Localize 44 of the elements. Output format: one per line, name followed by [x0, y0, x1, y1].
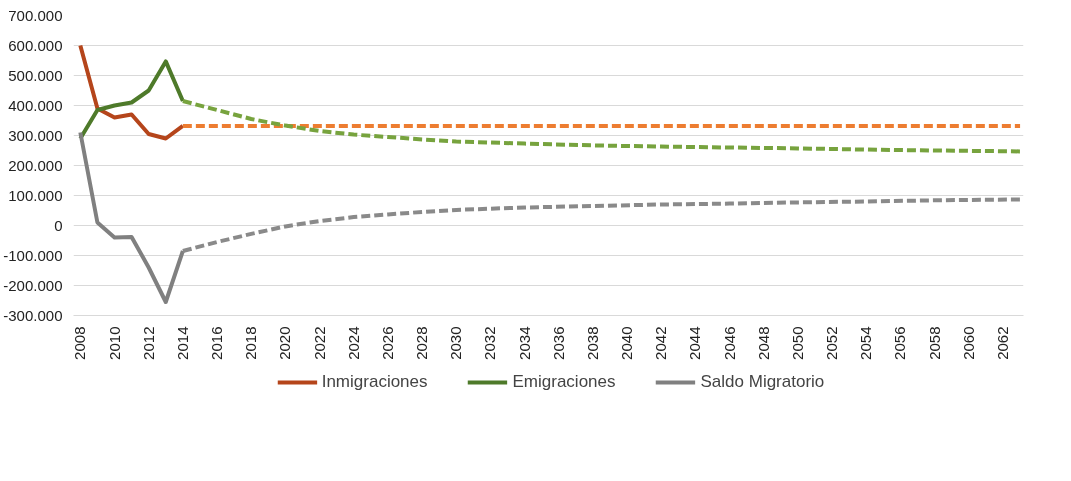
y-tick-label: 200.000 — [8, 156, 63, 174]
x-tick-label: 2038 — [583, 326, 601, 360]
x-tick-label: 2016 — [208, 326, 226, 360]
x-tick-label: 2040 — [618, 326, 636, 360]
x-tick-label: 2050 — [788, 326, 806, 360]
x-tick-label: 2020 — [276, 326, 294, 360]
x-tick-label: 2054 — [857, 326, 875, 360]
line-series — [78, 43, 185, 141]
x-tick-label: 2062 — [994, 326, 1011, 360]
y-tick-label: 100.000 — [8, 186, 63, 204]
x-tick-label: 2030 — [447, 326, 465, 360]
x-tick-label: 2058 — [925, 326, 943, 360]
x-tick-label: 2008 — [71, 326, 89, 360]
legend-label: Inmigraciones — [321, 372, 428, 392]
y-tick-label: -100.000 — [3, 246, 63, 264]
x-tick-label: 2032 — [481, 326, 499, 360]
x-tick-label: 2010 — [105, 326, 123, 360]
x-tick-label: 2022 — [310, 326, 328, 360]
x-tick-label: 2026 — [378, 326, 396, 360]
x-tick-label: 2048 — [754, 326, 772, 360]
x-tick-label: 2036 — [549, 326, 567, 360]
y-tick-label: -200.000 — [3, 276, 63, 294]
x-tick-label: 2056 — [891, 326, 909, 360]
x-tick-label: 2060 — [959, 326, 977, 360]
legend-label: Emigraciones — [512, 372, 616, 392]
y-tick-label: 400.000 — [8, 96, 63, 114]
x-tick-label: 2014 — [173, 326, 191, 360]
x-tick-label: 2034 — [515, 326, 533, 360]
legend-label: Saldo Migratorio — [700, 372, 825, 392]
y-tick-label: 0 — [54, 216, 63, 234]
x-tick-label: 2012 — [139, 326, 157, 360]
x-tick-label: 2024 — [344, 326, 362, 360]
x-tick-label: 2052 — [823, 326, 841, 360]
x-tick-label: 2042 — [652, 326, 670, 360]
x-tick-label: 2046 — [720, 326, 738, 360]
x-tick-label: 2018 — [242, 326, 260, 360]
y-tick-label: 500.000 — [8, 66, 63, 84]
line-series — [180, 99, 1023, 154]
x-tick-label: 2044 — [686, 326, 704, 360]
x-tick-label: 2028 — [413, 326, 431, 360]
y-tick-label: 600.000 — [8, 36, 63, 54]
y-tick-label: 300.000 — [8, 126, 63, 144]
y-tick-label: -300.000 — [3, 306, 63, 324]
y-tick-label: 700.000 — [8, 6, 63, 24]
